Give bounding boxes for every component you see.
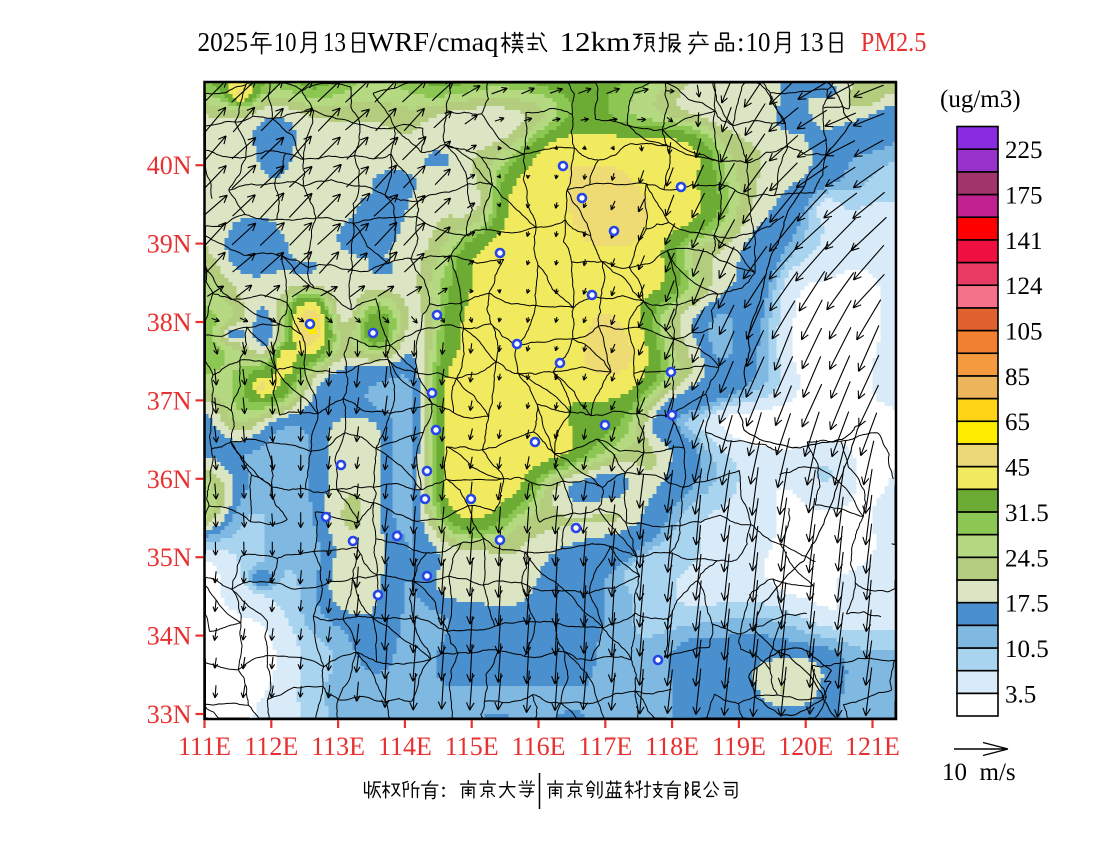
svg-text:141: 141	[1005, 228, 1043, 255]
svg-text:45: 45	[1005, 455, 1030, 482]
svg-text:117E: 117E	[578, 732, 632, 761]
svg-text:114E: 114E	[378, 732, 432, 761]
svg-text:38N: 38N	[147, 308, 192, 337]
svg-text:112E: 112E	[244, 732, 298, 761]
svg-text:2025: 2025	[198, 27, 249, 57]
svg-text:40N: 40N	[147, 151, 192, 180]
svg-text:10 m/s: 10 m/s	[942, 759, 1016, 786]
svg-text:34N: 34N	[147, 622, 192, 651]
svg-text:225: 225	[1005, 137, 1043, 164]
svg-text:33N: 33N	[147, 700, 192, 729]
svg-text:116E: 116E	[512, 732, 566, 761]
svg-text:111E: 111E	[178, 732, 231, 761]
svg-text:10: 10	[746, 27, 771, 57]
svg-text:10.5: 10.5	[1005, 636, 1049, 663]
svg-text:36N: 36N	[147, 465, 192, 494]
svg-text::: :	[441, 777, 447, 802]
svg-text:85: 85	[1005, 364, 1030, 391]
svg-text:175: 175	[1005, 183, 1043, 210]
svg-text:121E: 121E	[845, 732, 900, 761]
svg-text:120E: 120E	[778, 732, 833, 761]
svg-text:31.5: 31.5	[1005, 500, 1049, 527]
svg-text:24.5: 24.5	[1005, 545, 1049, 572]
svg-text:124: 124	[1005, 273, 1043, 300]
svg-text:39N: 39N	[147, 230, 192, 259]
svg-text:PM2.5: PM2.5	[861, 27, 927, 57]
svg-text:35N: 35N	[147, 543, 192, 572]
svg-text:65: 65	[1005, 409, 1030, 436]
svg-text:118E: 118E	[645, 732, 699, 761]
svg-text:17.5: 17.5	[1005, 591, 1049, 618]
svg-text:113E: 113E	[311, 732, 365, 761]
svg-text:119E: 119E	[712, 732, 766, 761]
svg-text:105: 105	[1005, 319, 1043, 346]
svg-text:3.5: 3.5	[1005, 681, 1036, 708]
svg-text:WRF/cmaq: WRF/cmaq	[368, 27, 500, 57]
svg-text:13: 13	[799, 27, 824, 57]
svg-text:37N: 37N	[147, 386, 192, 415]
svg-text::: :	[737, 27, 745, 57]
svg-text:(ug/m3): (ug/m3)	[940, 86, 1021, 113]
svg-text:115E: 115E	[445, 732, 499, 761]
svg-text:12km: 12km	[560, 27, 631, 57]
svg-text:13: 13	[323, 27, 346, 57]
svg-text:10: 10	[274, 27, 297, 57]
